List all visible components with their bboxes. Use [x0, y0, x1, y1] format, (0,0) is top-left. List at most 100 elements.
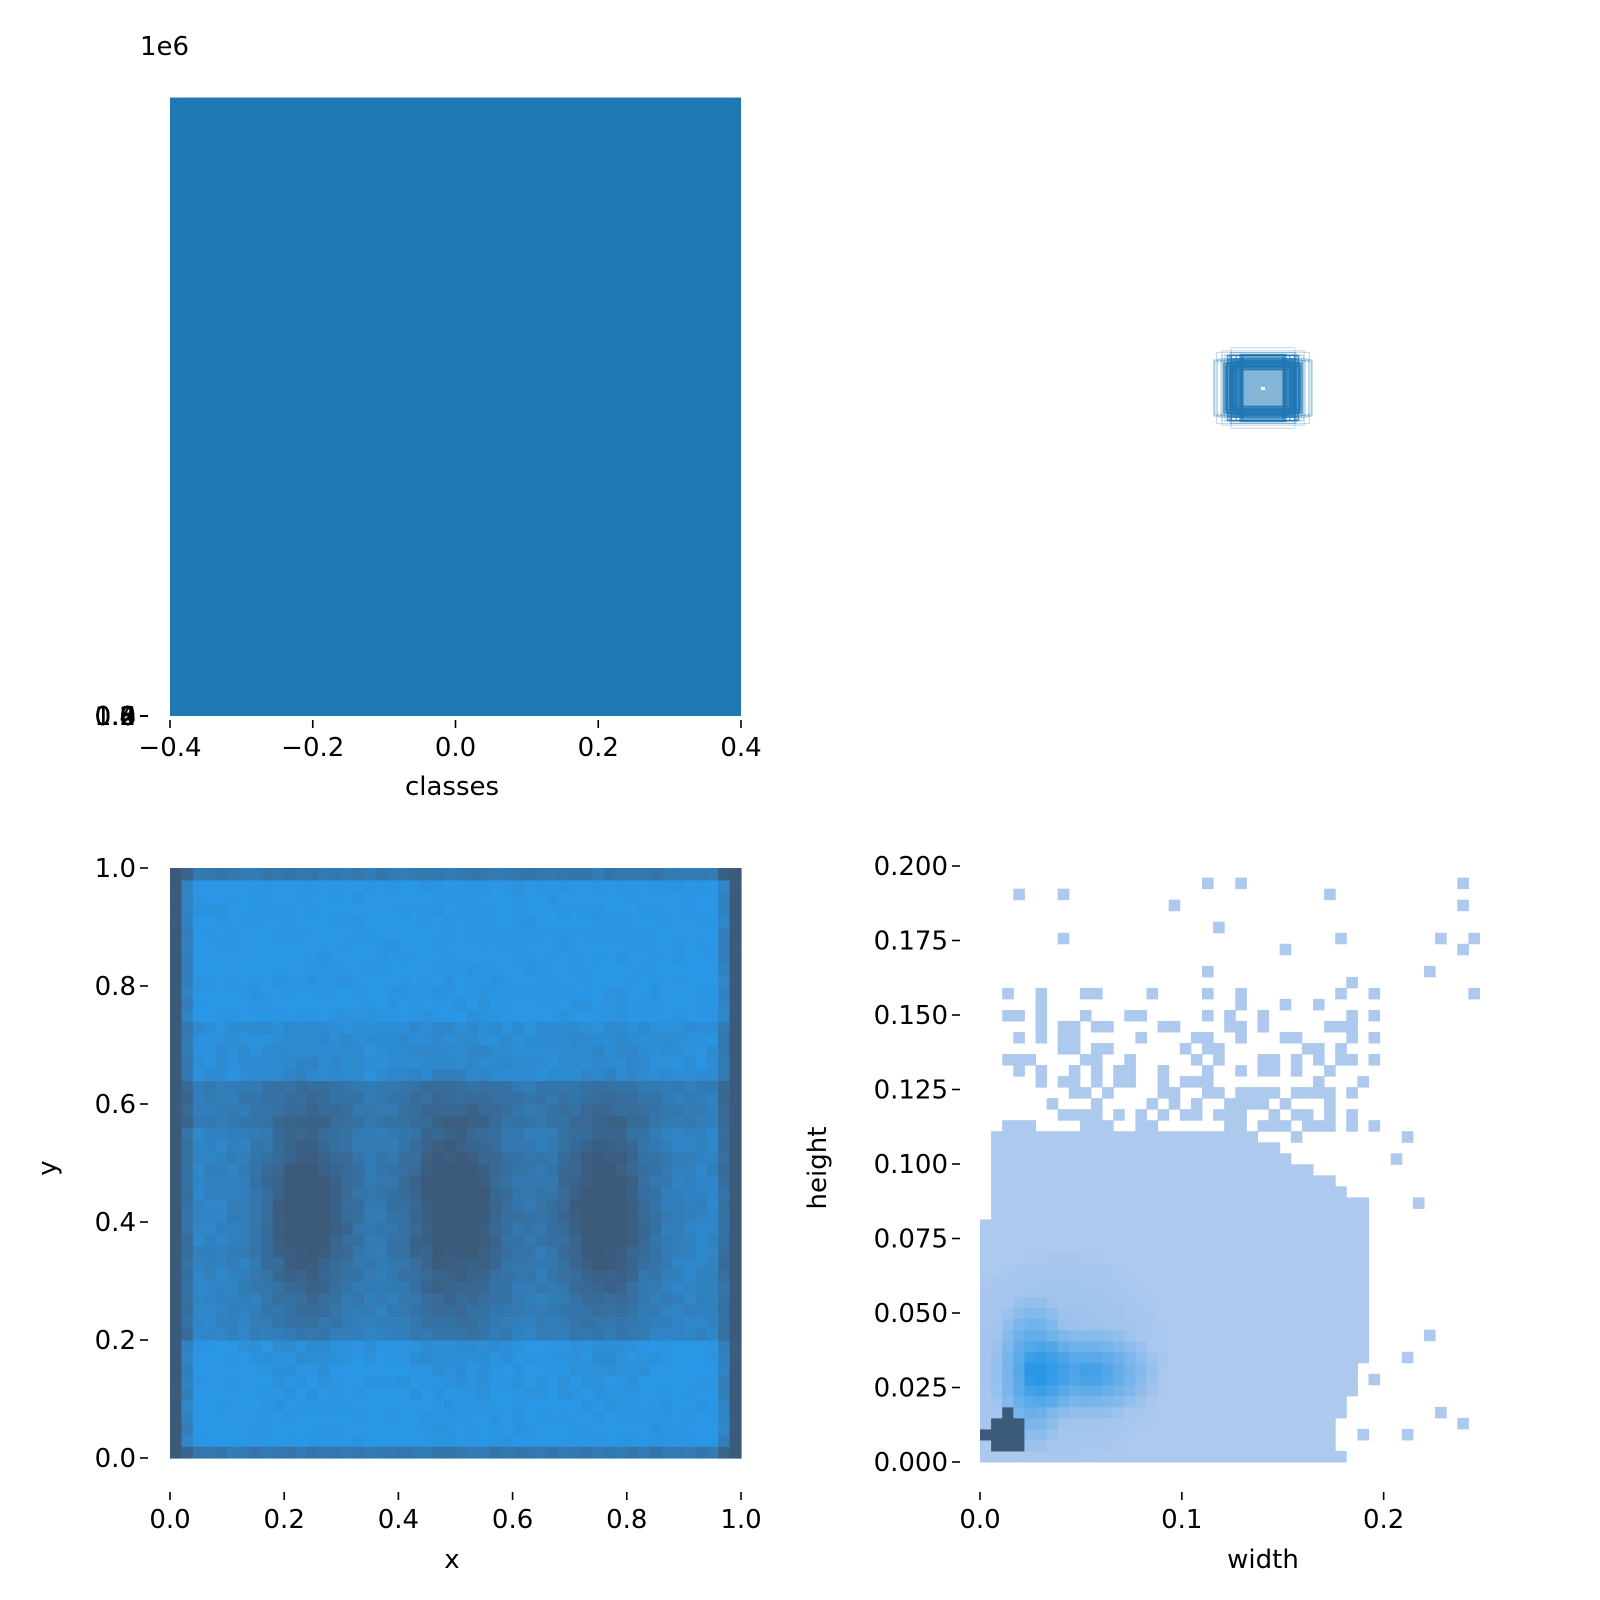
xy-heatmap-cell: [535, 1068, 548, 1081]
xy-heatmap-cell: [478, 974, 491, 987]
xy-heatmap-cell: [398, 950, 411, 963]
xy-heatmap-cell: [603, 1446, 616, 1459]
wh-heatmap-cell: [1257, 1153, 1270, 1165]
xy-heatmap-cell: [718, 1092, 731, 1105]
wh-heatmap-cell: [1301, 1307, 1314, 1320]
xy-heatmap-cell: [432, 1316, 445, 1329]
xy-heatmap-cell: [341, 1045, 354, 1058]
xy-heatmap-cell: [295, 891, 308, 904]
xy-heatmap-cell: [421, 1092, 434, 1105]
xy-heatmap-cell: [512, 1304, 525, 1317]
wh-heatmap-cell: [1346, 1120, 1358, 1132]
xy-heatmap-cell: [581, 1068, 594, 1081]
xy-heatmap-cell: [238, 1281, 251, 1294]
xy-heatmap-cell: [238, 891, 251, 904]
wh-heatmap-cell: [1024, 1406, 1036, 1419]
wh-heatmap-cell: [980, 1263, 992, 1276]
xy-heatmap-cell: [215, 1198, 228, 1211]
xy-heatmap-cell: [421, 1245, 434, 1258]
xy-heatmap-cell: [192, 997, 205, 1011]
wh-heatmap-cell: [1068, 1065, 1081, 1077]
wh-heatmap-cell: [1190, 1395, 1203, 1408]
xy-heatmap-cell: [386, 1292, 399, 1306]
wh-heatmap-cell: [1157, 1076, 1170, 1088]
wh-heatmap-cell: [1168, 1142, 1181, 1154]
xy-heatmap-cell: [581, 1021, 594, 1034]
xy-heatmap-cell: [238, 1139, 251, 1152]
xy-heatmap-cell: [409, 1021, 422, 1034]
xy-heatmap-cell: [649, 1281, 662, 1294]
wh-heatmap-cell: [1213, 1087, 1225, 1099]
xy-heatmap-cell: [478, 903, 491, 916]
xy-heatmap-cell: [466, 1410, 479, 1424]
xy-heatmap-cell: [626, 1446, 639, 1459]
wh-heatmap-cell: [1035, 1384, 1048, 1397]
xy-heatmap-cell: [672, 986, 685, 999]
xy-heatmap-cell: [364, 1080, 377, 1093]
xy-heatmap-cell: [729, 1292, 742, 1306]
xy-heatmap-cell: [318, 1151, 331, 1164]
wh-heatmap-cell: [991, 1241, 1003, 1254]
wh-heatmap-cell: [1346, 1009, 1358, 1022]
wh-heatmap-cell: [1257, 1450, 1270, 1463]
wh-heatmap-cell: [1124, 1384, 1136, 1397]
wh-heatmap-cell: [991, 1274, 1003, 1287]
xy-heatmap-cell: [615, 1233, 628, 1247]
wh-heatmap-cell: [1179, 1208, 1192, 1220]
xy-heatmap-cell: [204, 1222, 217, 1235]
xy-heatmap-cell: [729, 1363, 742, 1376]
wh-heatmap-cell: [1124, 1208, 1136, 1220]
xy-heatmap-cell: [307, 1021, 320, 1034]
wh-heatmap-cell: [1313, 1439, 1325, 1452]
xy-heatmap-cell: [249, 1422, 262, 1435]
xy-heatmap-cell: [341, 950, 354, 963]
wh-heatmap-cell: [1046, 1450, 1059, 1463]
xy-heatmap-cell: [501, 974, 514, 987]
xy-heatmap-cell: [558, 1363, 571, 1376]
xy-heatmap-cell: [558, 1174, 571, 1188]
xy-heatmap-cell: [706, 950, 719, 963]
wh-heatmap-cell: [1168, 1340, 1181, 1353]
wh-heatmap-cell: [1224, 1208, 1236, 1220]
xy-heatmap-cell: [695, 1115, 708, 1129]
xy-heatmap-cell: [672, 915, 685, 928]
wh-heatmap-cell: [1168, 1219, 1181, 1231]
xy-heatmap-cell: [341, 1387, 354, 1400]
xy-heatmap-cell: [398, 1434, 411, 1447]
wh-heatmap-cell: [1102, 1219, 1114, 1231]
xy-heatmap-cell: [603, 1222, 616, 1235]
xy-heatmap-cell: [512, 1115, 525, 1129]
xy-heatmap-cell: [603, 1115, 616, 1129]
xy-heatmap-cell: [307, 962, 320, 975]
xy-heatmap-cell: [546, 962, 559, 975]
xy-heatmap-cell: [421, 1068, 434, 1081]
xy-heatmap-cell: [192, 1139, 205, 1152]
wh-heatmap-cell: [1068, 1175, 1081, 1187]
wh-heatmap-cell: [1279, 1164, 1292, 1176]
wh-heatmap-cell: [1135, 1009, 1147, 1022]
xy-heatmap-cell: [512, 1139, 525, 1152]
xy-heatmap-cell: [695, 962, 708, 975]
xy-heatmap-cell: [341, 1328, 354, 1341]
xy-heatmap-cell: [364, 1210, 377, 1223]
wh-heatmap-cell: [1168, 1384, 1181, 1397]
xy-heatmap-cell: [626, 1104, 639, 1117]
xy-heatmap-cell: [546, 950, 559, 963]
wh-heatmap-cell: [1235, 1450, 1247, 1463]
xy-heatmap-cell: [581, 950, 594, 963]
xy-heatmap-cell: [295, 1257, 308, 1270]
xy-heatmap-cell: [295, 1198, 308, 1211]
wh-heatmap-cell: [1146, 987, 1159, 1000]
xy-heatmap-cell: [661, 1245, 674, 1258]
wh-heatmap-cell: [1268, 1186, 1281, 1198]
xy-heatmap-cell: [455, 1198, 468, 1211]
xy-heatmap-cell: [170, 1375, 183, 1388]
xy-heatmap-cell: [409, 1198, 422, 1211]
xy-heatmap-cell: [409, 1139, 422, 1152]
xy-heatmap-cell: [364, 1186, 377, 1199]
xy-heatmap-cell: [626, 1163, 639, 1176]
xy-heatmap-cell: [683, 1186, 696, 1199]
wh-heatmap-cell: [991, 1362, 1003, 1375]
xy-heatmap-cell: [261, 997, 274, 1011]
xy-heatmap-cell: [261, 1269, 274, 1282]
